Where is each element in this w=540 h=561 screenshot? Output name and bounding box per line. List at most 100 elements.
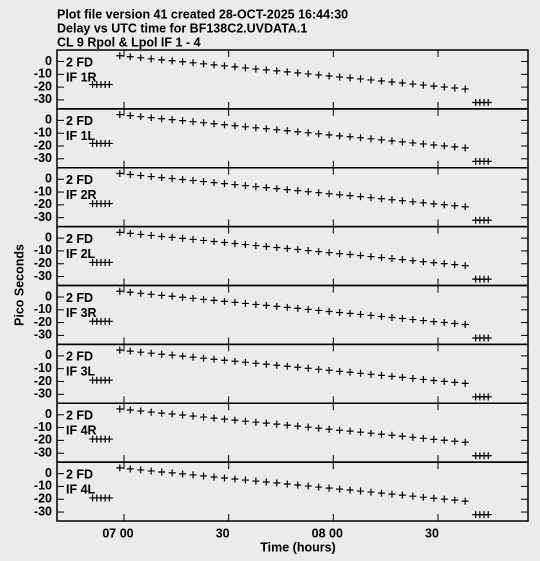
panel-name: IF 3R	[66, 306, 97, 320]
data-point	[158, 115, 166, 123]
data-point	[283, 186, 291, 194]
data-point	[484, 98, 492, 106]
data-point	[346, 309, 354, 317]
y-tick-label: -30	[34, 504, 52, 518]
data-point	[273, 361, 281, 369]
panel-frame	[56, 343, 529, 404]
data-point	[168, 351, 176, 359]
data-point	[451, 261, 459, 269]
y-tick-label: -10	[34, 420, 52, 434]
data-point	[346, 74, 354, 82]
data-point	[220, 474, 228, 482]
data-point	[126, 288, 134, 296]
data-point	[461, 144, 469, 152]
data-point	[116, 405, 124, 413]
data-point	[231, 298, 239, 306]
data-point	[241, 476, 249, 484]
data-point	[484, 334, 492, 342]
data-point	[168, 292, 176, 300]
data-point	[367, 488, 375, 496]
data-point	[461, 203, 469, 211]
data-point	[168, 469, 176, 477]
data-point	[158, 174, 166, 182]
y-tick-label: 0	[45, 466, 52, 480]
data-point	[179, 176, 187, 184]
data-point	[137, 407, 145, 415]
data-point	[377, 430, 385, 438]
data-point	[126, 171, 134, 179]
data-point	[461, 438, 469, 446]
y-tick-label: -30	[34, 445, 52, 459]
data-point	[220, 356, 228, 364]
data-point	[346, 192, 354, 200]
data-point	[419, 434, 427, 442]
data-point	[262, 125, 270, 133]
data-point	[137, 230, 145, 238]
data-point	[137, 289, 145, 297]
panel-source: 2 FD	[66, 350, 93, 364]
panel-name: IF 1R	[66, 70, 97, 84]
data-point	[451, 84, 459, 92]
data-point	[398, 373, 406, 381]
data-point	[126, 465, 134, 473]
data-point	[336, 485, 344, 493]
data-point	[388, 196, 396, 204]
title-line: Delay vs UTC time for BF138C2.UVDATA.1	[57, 21, 307, 35]
data-point	[409, 80, 417, 88]
data-point	[304, 305, 312, 313]
data-point	[200, 295, 208, 303]
data-point	[440, 377, 448, 385]
data-point	[189, 118, 197, 126]
data-point	[430, 435, 438, 443]
y-tick-label: -10	[34, 67, 52, 81]
data-point	[315, 306, 323, 314]
panel-name: IF 4L	[66, 482, 96, 496]
data-point	[484, 393, 492, 401]
data-point	[461, 85, 469, 93]
data-point	[325, 425, 333, 433]
data-point	[126, 229, 134, 237]
data-point	[388, 137, 396, 145]
panel-source: 2 FD	[66, 409, 93, 423]
data-point	[304, 423, 312, 431]
data-point	[116, 111, 124, 119]
data-point	[304, 129, 312, 137]
data-point	[262, 242, 270, 250]
data-point	[116, 346, 124, 354]
data-point	[105, 435, 113, 443]
data-point	[179, 117, 187, 125]
data-point	[357, 75, 365, 83]
data-point	[283, 421, 291, 429]
y-tick-label: -30	[34, 387, 52, 401]
data-point	[430, 82, 438, 90]
panel-source: 2 FD	[66, 467, 93, 481]
data-point	[189, 177, 197, 185]
x-tick-label: 30	[425, 526, 439, 540]
panel-frame	[56, 284, 529, 346]
data-point	[189, 59, 197, 67]
data-point	[440, 318, 448, 326]
data-point	[147, 349, 155, 357]
data-point	[283, 480, 291, 488]
data-point	[315, 365, 323, 373]
panel-name: IF 2R	[66, 188, 97, 202]
data-point	[357, 252, 365, 260]
data-point	[377, 489, 385, 497]
y-tick-label: -10	[34, 479, 52, 493]
y-tick-label: 0	[45, 172, 52, 186]
data-point	[451, 320, 459, 328]
data-point	[451, 496, 459, 504]
data-point	[367, 429, 375, 437]
data-point	[409, 492, 417, 500]
data-point	[294, 422, 302, 430]
data-point	[409, 139, 417, 147]
data-point	[377, 195, 385, 203]
data-point	[116, 287, 124, 295]
data-point	[116, 228, 124, 236]
data-point	[126, 53, 134, 61]
y-tick-label: -30	[34, 269, 52, 283]
data-point	[200, 178, 208, 186]
data-point	[252, 124, 260, 132]
data-point	[179, 411, 187, 419]
data-point	[210, 179, 218, 187]
